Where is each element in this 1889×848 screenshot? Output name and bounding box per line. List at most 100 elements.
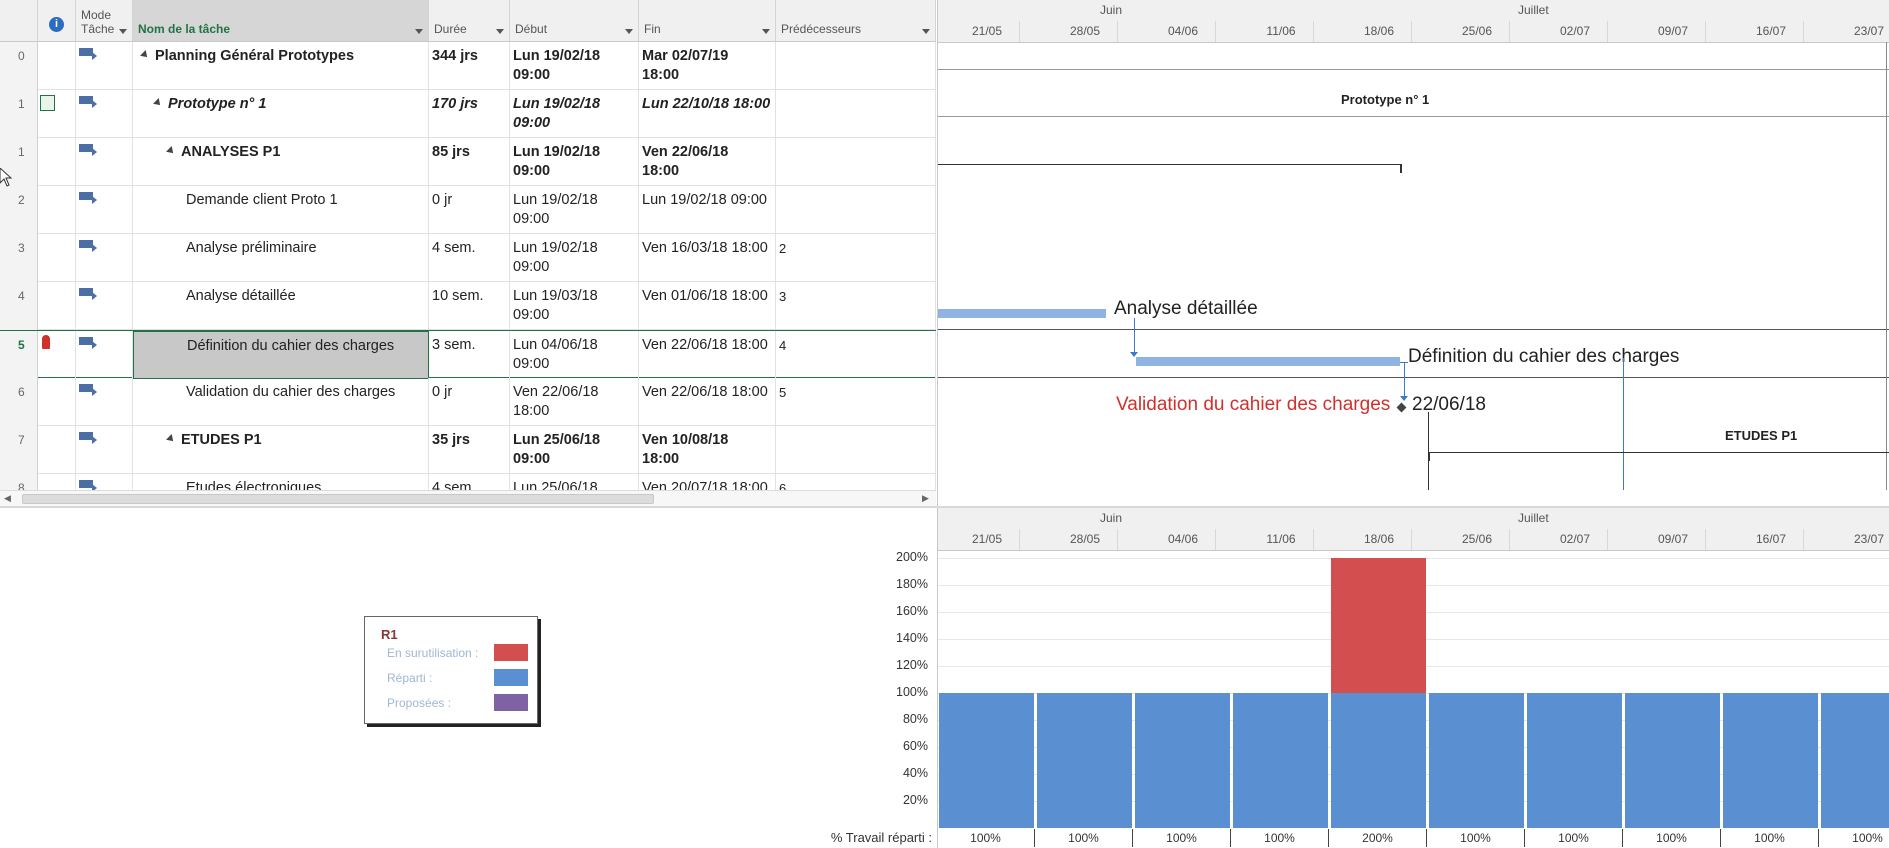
histogram-bar-allocated[interactable] — [1037, 693, 1132, 828]
auto-schedule-icon[interactable] — [76, 90, 133, 138]
cell-start[interactable]: Lun 19/02/18 09:00 — [510, 90, 639, 138]
auto-schedule-icon[interactable] — [76, 378, 133, 426]
cell-pred[interactable]: 3 — [776, 282, 936, 330]
cell-finish[interactable]: Ven 22/06/18 18:00 — [639, 331, 776, 379]
table-row[interactable]: 5 Définition du cahier des charges 3 sem. L… — [0, 330, 936, 379]
row-number[interactable]: 0 — [0, 42, 38, 90]
chevron-down-icon[interactable] — [625, 29, 633, 34]
row-number[interactable]: 3 — [0, 234, 38, 282]
indicator-cell[interactable] — [38, 378, 76, 426]
histogram-bar-allocated[interactable] — [1233, 693, 1328, 828]
collapse-toggle-icon[interactable] — [140, 50, 150, 60]
histogram-bar-allocated[interactable] — [1821, 693, 1889, 828]
scroll-right-icon[interactable]: ▶ — [922, 493, 929, 503]
table-row[interactable]: 0 Planning Général Prototypes 344 jrs Lun 1… — [0, 42, 936, 90]
cell-name[interactable]: Validation du cahier des charges — [133, 378, 429, 426]
cell-start[interactable]: Lun 25/06/18 09:00 — [510, 426, 639, 474]
cell-name[interactable]: Prototype n° 1 — [133, 90, 429, 138]
row-number[interactable]: 4 — [0, 282, 38, 330]
horizontal-scrollbar[interactable]: ◀ ▶ — [0, 490, 936, 506]
summary-bar-analyses[interactable] — [938, 164, 1401, 165]
cell-pred[interactable] — [776, 186, 936, 234]
cell-name[interactable]: ANALYSES P1 — [133, 138, 429, 186]
cell-finish[interactable]: Ven 10/08/18 18:00 — [639, 426, 776, 474]
chevron-down-icon[interactable] — [496, 29, 504, 34]
table-row[interactable]: 4 Analyse détaillée 10 sem. Lun 19/03/18 09… — [0, 282, 936, 330]
cell-pred[interactable] — [776, 90, 936, 138]
auto-schedule-icon[interactable] — [76, 282, 133, 330]
cell-finish[interactable]: Ven 16/03/18 18:00 — [639, 234, 776, 282]
row-number[interactable]: 7 — [0, 426, 38, 474]
histogram-bar-overallocated[interactable] — [1331, 558, 1426, 693]
indicator-cell[interactable] — [38, 331, 76, 379]
duration-column-header[interactable]: Durée — [429, 0, 510, 42]
name-column-header[interactable]: Nom de la tâche — [133, 0, 429, 42]
cell-duration[interactable]: 4 sem. — [429, 234, 510, 282]
auto-schedule-icon[interactable] — [76, 234, 133, 282]
row-number-header[interactable] — [0, 0, 38, 42]
auto-schedule-icon[interactable] — [76, 426, 133, 474]
row-number[interactable]: 2 — [0, 186, 38, 234]
collapse-toggle-icon[interactable] — [153, 98, 163, 108]
indicator-cell[interactable] — [38, 234, 76, 282]
auto-schedule-icon[interactable] — [76, 42, 133, 90]
collapse-toggle-icon[interactable] — [166, 146, 176, 156]
mode-column-header[interactable]: Mode Tâche — [76, 0, 133, 42]
indicator-cell[interactable] — [38, 42, 76, 90]
table-row[interactable]: 1 Prototype n° 1 170 jrs Lun 19/02/18 09:00… — [0, 90, 936, 138]
table-row[interactable]: 7 ETUDES P1 35 jrs Lun 25/06/18 09:00 Ven 10… — [0, 426, 936, 474]
row-number[interactable]: 5 — [0, 331, 38, 379]
indicator-cell[interactable] — [38, 186, 76, 234]
predecessors-column-header[interactable]: Prédécesseurs — [776, 0, 936, 42]
cell-name[interactable]: Définition du cahier des charges — [133, 331, 429, 379]
task-bar-definition-cahier[interactable] — [1136, 357, 1400, 366]
auto-schedule-icon[interactable] — [76, 138, 133, 186]
table-row[interactable]: 6 Validation du cahier des charges 0 jr Ven… — [0, 378, 936, 426]
histogram-bar-allocated[interactable] — [1429, 693, 1524, 828]
table-row[interactable]: 2 Demande client Proto 1 0 jr Lun 19/02/18 … — [0, 186, 936, 234]
table-row[interactable]: 3 Analyse préliminaire 4 sem. Lun 19/02/18 … — [0, 234, 936, 282]
histogram-bar-allocated[interactable] — [1135, 693, 1230, 828]
cell-start[interactable]: Lun 19/02/18 09:00 — [510, 42, 639, 90]
histogram-bar-allocated[interactable] — [1527, 693, 1622, 828]
indicator-cell[interactable] — [38, 426, 76, 474]
start-column-header[interactable]: Début — [510, 0, 639, 42]
resource-histogram[interactable]: Juin Juillet 21/05 28/05 04/06 11/06 18/06 25… — [937, 508, 1889, 848]
cell-duration[interactable]: 170 jrs — [429, 90, 510, 138]
cell-finish[interactable]: Ven 22/06/18 18:00 — [639, 378, 776, 426]
cell-start[interactable]: Lun 04/06/18 09:00 — [510, 331, 639, 379]
indicator-cell[interactable] — [38, 138, 76, 186]
cell-start[interactable]: Lun 19/03/18 09:00 — [510, 282, 639, 330]
cell-duration[interactable]: 35 jrs — [429, 426, 510, 474]
row-number[interactable]: 1 — [0, 90, 38, 138]
chevron-down-icon[interactable] — [762, 29, 770, 34]
chevron-down-icon[interactable] — [119, 29, 127, 34]
cell-pred[interactable]: 4 — [776, 331, 936, 379]
indicator-cell[interactable] — [38, 282, 76, 330]
chevron-down-icon[interactable] — [415, 29, 423, 34]
cell-name[interactable]: ETUDES P1 — [133, 426, 429, 474]
cell-finish[interactable]: Lun 22/10/18 18:00 — [639, 90, 776, 138]
cell-name[interactable]: Analyse préliminaire — [133, 234, 429, 282]
indicator-cell[interactable] — [38, 90, 76, 138]
histogram-bar-allocated[interactable] — [939, 693, 1034, 828]
histogram-bar-allocated[interactable] — [1723, 693, 1818, 828]
cell-pred[interactable] — [776, 42, 936, 90]
chevron-down-icon[interactable] — [922, 29, 930, 34]
cell-pred[interactable]: 2 — [776, 234, 936, 282]
collapse-toggle-icon[interactable] — [166, 434, 176, 444]
cell-duration[interactable]: 0 jr — [429, 378, 510, 426]
gantt-chart[interactable]: Juin Juillet 21/05 28/05 04/06 11/06 18/06 25… — [937, 0, 1889, 506]
cell-start[interactable]: Lun 19/02/18 09:00 — [510, 138, 639, 186]
row-number[interactable]: 6 — [0, 378, 38, 426]
info-column-header[interactable]: i — [38, 0, 76, 42]
cell-pred[interactable] — [776, 426, 936, 474]
scrollbar-thumb[interactable] — [22, 494, 654, 504]
auto-schedule-icon[interactable] — [76, 331, 133, 379]
cell-name[interactable]: Planning Général Prototypes — [133, 42, 429, 90]
pane-divider[interactable] — [0, 506, 1889, 508]
cell-finish[interactable]: Ven 22/06/18 18:00 — [639, 138, 776, 186]
cell-finish[interactable]: Ven 01/06/18 18:00 — [639, 282, 776, 330]
milestone-diamond-icon[interactable] — [1396, 402, 1407, 413]
cell-name[interactable]: Demande client Proto 1 — [133, 186, 429, 234]
